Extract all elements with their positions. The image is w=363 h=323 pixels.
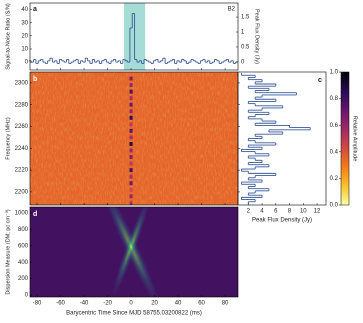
- x-axis-label: Peak Flux Density (Jy): [252, 218, 312, 224]
- pulse-cell: [129, 194, 133, 199]
- pulse-cell: [129, 128, 133, 133]
- y-tick-label: 200: [18, 276, 29, 282]
- y-tick-label: 0: [25, 293, 29, 299]
- x-tick-label: 6: [274, 209, 278, 215]
- peak: [127, 237, 135, 256]
- y-tick-label: 0: [25, 60, 29, 66]
- y2-tick-label: 1: [241, 30, 245, 36]
- y-axis-label: Dispersion Measure (DM; pc cm⁻³): [5, 209, 11, 294]
- pulse-cell: [129, 135, 133, 140]
- y-tick-label: 2220: [15, 168, 29, 174]
- colorbar-tick-label: 1.0: [330, 70, 339, 76]
- pulse-cell: [129, 102, 133, 107]
- y-tick-label: 10: [21, 47, 28, 53]
- y-tick-label: 2260: [15, 124, 29, 130]
- y2-tick-label: 0: [241, 60, 245, 66]
- x-tick-label: -20: [103, 301, 112, 307]
- pulse-cell: [129, 181, 133, 186]
- y-tick-label: 800: [18, 227, 29, 233]
- x-tick-label: 0: [129, 301, 133, 307]
- x-tick-label: 40: [175, 301, 182, 307]
- pulse-cell: [129, 96, 133, 101]
- x-tick-label: 12: [314, 209, 321, 215]
- pulse-cell: [129, 141, 133, 146]
- annotation: B2: [228, 7, 236, 13]
- pulse-cell: [129, 122, 133, 127]
- panel-label: a: [33, 6, 37, 13]
- x-tick-label: -40: [80, 301, 89, 307]
- heatmap-noise: [30, 72, 238, 205]
- colorbar-tick-label: 0.6: [330, 123, 339, 129]
- y-tick-label: 2240: [15, 146, 29, 152]
- panel-label: b: [33, 76, 37, 83]
- y2-tick-label: 0.5: [241, 45, 250, 51]
- y-tick-label: 2300: [15, 80, 29, 86]
- colorbar-tick-label: 0.4: [330, 149, 339, 155]
- y-tick-label: 20: [21, 33, 28, 39]
- pulse-cell: [129, 155, 133, 159]
- pulse-cell: [129, 168, 133, 173]
- y-axis-label: Frequency (MHz): [5, 117, 11, 160]
- y-tick-label: 30: [21, 20, 28, 26]
- frame: [29, 206, 239, 298]
- pulse-cell: [129, 109, 133, 114]
- x-tick-label: 4: [260, 209, 264, 215]
- x-axis-label: Barycentric Time Since MJD 58755.0320082…: [66, 311, 202, 317]
- pulse-cell: [129, 148, 133, 153]
- y-tick-label: 400: [18, 260, 29, 266]
- bowtie: [100, 207, 162, 297]
- y-tick-label: 600: [18, 243, 29, 249]
- y-tick-label: 2200: [15, 189, 29, 195]
- pulse-cell: [129, 200, 133, 205]
- panel-label: d: [33, 211, 37, 218]
- x-tick-label: -60: [56, 301, 65, 307]
- pulse-cell: [129, 89, 133, 94]
- y2-axis-label: Peak Flux Density (Jy): [254, 9, 260, 64]
- colorbar: [340, 71, 350, 206]
- pulse-cell: [129, 115, 133, 120]
- y-tick-label: 2280: [15, 102, 29, 108]
- x-tick-label: 10: [300, 209, 307, 215]
- pulse-cell: [129, 187, 133, 192]
- x-tick-label: 60: [198, 301, 205, 307]
- x-tick-label: 80: [222, 301, 229, 307]
- pulse-cell: [129, 83, 133, 88]
- colorbar-label: Relative Amplitude: [352, 116, 358, 162]
- pulse-cell: [129, 174, 133, 179]
- x-tick-label: 2: [247, 209, 251, 215]
- x-tick-label: -80: [33, 301, 42, 307]
- y-tick-label: 1000: [15, 211, 29, 217]
- panel-label: c: [318, 77, 322, 84]
- colorbar-tick-label: 0.0: [330, 203, 339, 209]
- x-tick-label: 8: [288, 209, 292, 215]
- pulse-cell: [129, 76, 133, 81]
- frame: [29, 2, 239, 71]
- y2-tick-label: 1.5: [241, 15, 250, 21]
- pulse-cell: [129, 161, 133, 166]
- colorbar-tick-label: 0.2: [330, 176, 339, 182]
- y-axis-label: Signal-to-Noise Ratio (S/N): [5, 3, 11, 69]
- frame: [237, 71, 327, 206]
- x-tick-label: 20: [151, 301, 158, 307]
- colorbar-tick-label: 0.8: [330, 96, 339, 102]
- y-tick-label: 40: [21, 7, 28, 13]
